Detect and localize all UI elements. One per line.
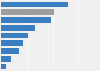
Bar — [1, 33, 28, 38]
Bar — [1, 48, 19, 54]
Bar — [1, 56, 11, 62]
Bar — [1, 2, 68, 7]
Bar — [1, 40, 23, 46]
Bar — [1, 64, 6, 69]
Bar — [1, 17, 51, 23]
Bar — [1, 25, 34, 31]
Bar — [1, 9, 54, 15]
